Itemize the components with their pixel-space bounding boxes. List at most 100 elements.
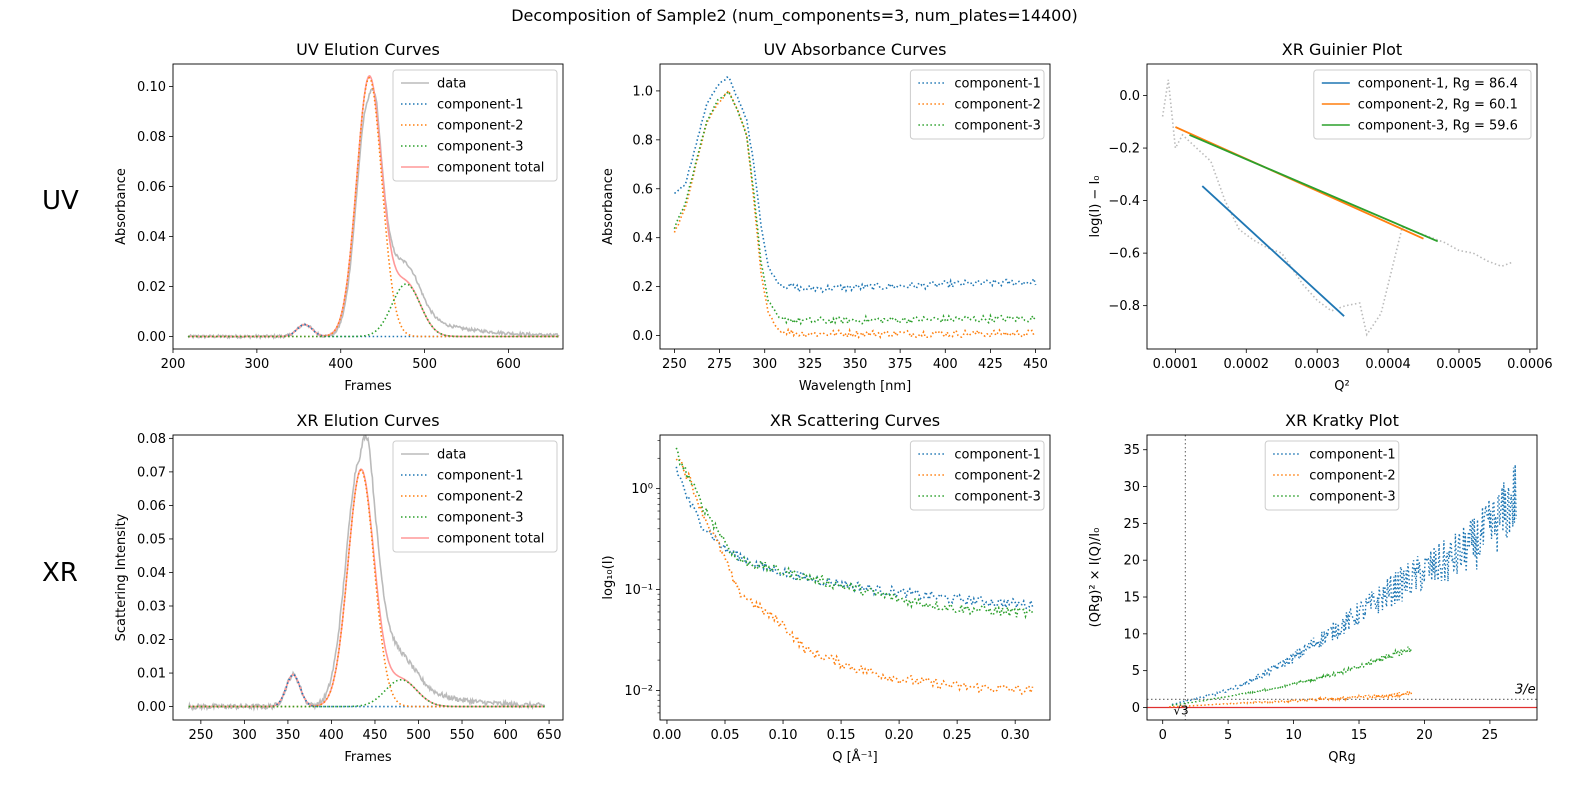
x-tick-label: 0.0004	[1365, 357, 1411, 372]
axes-frame	[659, 434, 1051, 721]
axes-frame	[1146, 63, 1538, 350]
axes-frame	[1146, 434, 1538, 721]
chart-title: XR Scattering Curves	[770, 411, 940, 430]
x-tick-label: 450	[363, 728, 388, 743]
uv_absorbance-axes: UV Absorbance Curves 250 275 300 325 350 375 40…	[601, 40, 1051, 394]
x-tick-label: 0.0001	[1153, 357, 1199, 372]
legend-box	[392, 440, 558, 553]
x-tick-label: 0.0002	[1224, 357, 1270, 372]
x-tick-label: 300	[752, 357, 777, 372]
x-tick-label: 5	[1224, 728, 1232, 743]
legend-label: data	[437, 77, 466, 92]
x-tick-label: 500	[406, 728, 431, 743]
chart-title: XR Guinier Plot	[1282, 40, 1402, 59]
row-label-xr: XR	[42, 558, 78, 588]
legend-label: component-1, Rg = 86.4	[1358, 77, 1518, 92]
chart-title: XR Kratky Plot	[1285, 411, 1399, 430]
legend-label: component-1	[954, 77, 1041, 92]
legend: data component-1 component-2 component-3 com…	[392, 69, 558, 182]
x-tick-label: 0.10	[769, 728, 798, 743]
y-tick-label: 0.8	[632, 133, 653, 148]
xr_guinier-axes: XR Guinier Plot 0.0001 0.0002 0.0003 0.0004 0…	[1088, 40, 1553, 394]
x-tick-label: 600	[493, 728, 518, 743]
legend-label: component-2	[954, 98, 1041, 113]
legend-label: component-3	[954, 119, 1041, 134]
x-tick-label: 600	[496, 357, 521, 372]
x-tick-label: 500	[412, 357, 437, 372]
x-axis-label: Frames	[344, 750, 392, 765]
y-tick-label: 10⁻¹	[624, 583, 653, 598]
x-tick-label: 15	[1351, 728, 1368, 743]
legend-label: component total	[437, 161, 544, 176]
component-1-line	[1171, 464, 1517, 705]
x-tick-label: 0.0003	[1294, 357, 1340, 372]
component-3-fit-line	[1189, 134, 1439, 243]
x-tick-label: 20	[1416, 728, 1433, 743]
chart-title: XR Elution Curves	[296, 411, 439, 430]
xr_scattering-axes: XR Scattering Curves 0.00 0.05 0.10 0.15 0.20…	[601, 411, 1051, 765]
x-axis-label: Wavelength [nm]	[799, 379, 911, 394]
y-tick-label: 20	[1123, 554, 1140, 569]
y-tick-label: 35	[1123, 443, 1140, 458]
figure-suptitle: Decomposition of Sample2 (num_components…	[511, 6, 1078, 25]
y-tick-label: 0.02	[137, 633, 166, 648]
x-axis-label: QRg	[1328, 750, 1356, 765]
row-label-uv: UV	[42, 186, 79, 216]
legend-box	[1313, 69, 1532, 140]
x-tick-label: 325	[797, 357, 822, 372]
y-tick-label: 0.00	[137, 330, 166, 345]
x-tick-label: 650	[537, 728, 562, 743]
x-tick-label: 25	[1482, 728, 1499, 743]
component-3-line	[673, 90, 1037, 327]
y-tick-label: 0.0	[1119, 89, 1140, 104]
y-tick-label: −0.6	[1108, 247, 1140, 262]
legend-label: component total	[437, 532, 544, 547]
chart-title: UV Absorbance Curves	[764, 40, 947, 59]
y-tick-label: 10	[1123, 627, 1140, 642]
x-tick-label: 0.20	[885, 728, 914, 743]
legend-box	[392, 69, 558, 182]
x-axis-label: Frames	[344, 379, 392, 394]
x-tick-label: 275	[707, 357, 732, 372]
x-tick-label: 200	[161, 357, 186, 372]
component-1-fit-line	[1201, 185, 1345, 317]
y-axis-label: Absorbance	[601, 168, 616, 245]
plot-area	[187, 435, 546, 712]
legend-label: data	[437, 448, 466, 463]
legend: component-1 component-2 component-3	[1264, 440, 1400, 511]
x-tick-label: 300	[232, 728, 257, 743]
y-tick-label: 10⁻²	[624, 684, 653, 699]
x-tick-label: 250	[188, 728, 213, 743]
legend: data component-1 component-2 component-3 com…	[392, 440, 558, 553]
legend-label: component-3	[954, 490, 1041, 505]
legend-label: component-3, Rg = 59.6	[1358, 119, 1518, 134]
legend-label: component-3	[1309, 490, 1396, 505]
y-axis-label: log(I) − I₀	[1088, 176, 1103, 238]
plot-area	[673, 76, 1037, 340]
x-tick-label: 0	[1159, 728, 1167, 743]
uv_elution-axes: UV Elution Curves 200 300 400 500 600 0.00 0.02…	[114, 40, 564, 394]
plot-area	[187, 74, 560, 340]
annotation-3e: 3/e	[1515, 682, 1536, 697]
y-tick-label: 0.08	[137, 432, 166, 447]
legend-box	[909, 440, 1045, 511]
x-tick-label: 350	[275, 728, 300, 743]
y-tick-label: 5	[1132, 664, 1140, 679]
legend-label: component-2	[1309, 469, 1396, 484]
y-axis-label: Scattering Intensity	[114, 513, 129, 641]
legend: component-1 component-2 component-3	[909, 440, 1045, 511]
y-tick-label: 0.10	[137, 80, 166, 95]
y-tick-label: 0.0	[632, 329, 653, 344]
y-tick-label: −0.2	[1108, 142, 1140, 157]
legend: component-1 component-2 component-3	[909, 69, 1045, 140]
y-tick-label: 0.04	[137, 230, 166, 245]
y-tick-label: −0.4	[1108, 194, 1140, 209]
x-tick-label: 550	[450, 728, 475, 743]
x-tick-label: 350	[843, 357, 868, 372]
x-tick-label: 0.00	[652, 728, 681, 743]
legend-label: component-2	[954, 469, 1041, 484]
x-tick-label: 400	[933, 357, 958, 372]
y-tick-label: 0.06	[137, 499, 166, 514]
x-tick-label: 10	[1285, 728, 1302, 743]
